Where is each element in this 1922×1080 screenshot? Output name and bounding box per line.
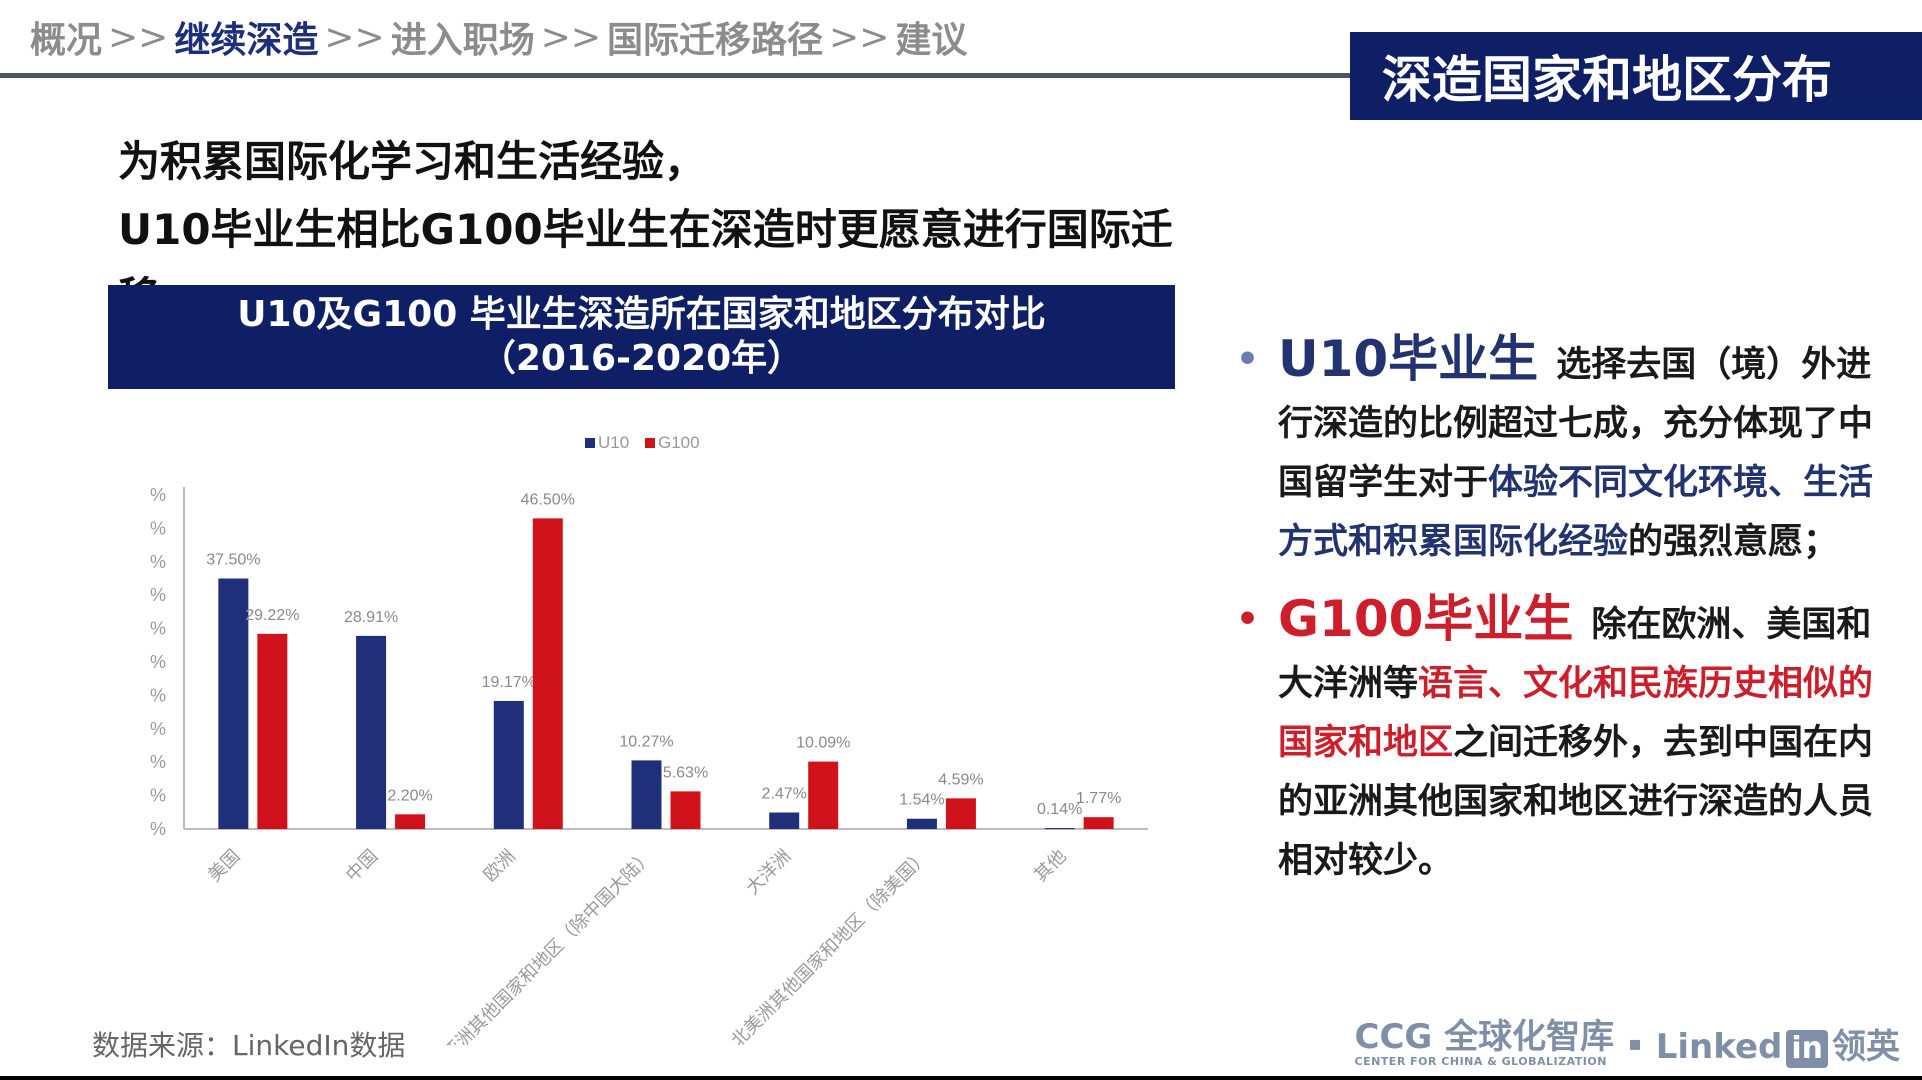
- bar-g100-2: [532, 518, 563, 829]
- bar-g100-4: [808, 761, 839, 829]
- breadcrumb: 概况 >> 继续深造 >> 进入职场 >> 国际迁移路径 >> 建议: [30, 12, 967, 62]
- breadcrumb-separator: >>: [108, 16, 169, 58]
- data-label-g100-0: 29.22%: [245, 607, 299, 624]
- y-tick-label: 0%: [150, 819, 166, 839]
- linkedin-in-icon: in: [1786, 1029, 1828, 1068]
- data-label-g100-4: 10.09%: [796, 735, 850, 752]
- linkedin-logo: Linked in 领英: [1656, 1019, 1900, 1068]
- chart-title: U10及G100 毕业生深造所在国家和地区分布对比: [237, 294, 1046, 335]
- legend-swatch-g100: [645, 438, 655, 448]
- data-label-g100-5: 4.59%: [938, 771, 983, 788]
- legend-swatch-u10: [585, 438, 595, 448]
- headline-line-1: 为积累国际化学习和生活经验，: [118, 137, 707, 186]
- ccg-logo-sub: CENTER FOR CHINA & GLOBALIZATION: [1354, 1054, 1607, 1068]
- bar-u10-1: [356, 635, 387, 829]
- section-title: 深造国家和地区分布: [1350, 32, 1922, 120]
- g100-text-1: 除在欧洲、美国和大洋洲等: [1278, 605, 1872, 704]
- bullet-u10: • U10毕业生 选择去国（境）外进行深造的比例超过七成，充分体现了中国留学生对于…: [1232, 330, 1892, 572]
- data-label-u10-4: 2.47%: [762, 786, 807, 803]
- header-divider: [0, 73, 1360, 78]
- g100-highlight: 语言、文化和民族历史相似的国家和地区: [1278, 664, 1874, 763]
- section-title-text: 深造国家和地区分布: [1382, 51, 1832, 109]
- x-tick-label-3: 亚洲其他国家和地区（除中国大陆）: [439, 846, 657, 1045]
- right-panel: • U10毕业生 选择去国（境）外进行深造的比例超过七成，充分体现了中国留学生对于…: [1232, 330, 1892, 891]
- y-tick-label: 25%: [150, 652, 166, 672]
- u10-text-2: 的强烈意愿；: [1628, 522, 1839, 562]
- logo-bar: CCG 全球化智库 CENTER FOR CHINA & GLOBALIZATI…: [1355, 1018, 1900, 1068]
- bar-u10-5: [906, 818, 937, 829]
- data-label-g100-3: 5.63%: [663, 764, 708, 781]
- bar-g100-3: [670, 791, 701, 829]
- g100-lead: G100毕业生: [1278, 590, 1574, 648]
- y-tick-label: 20%: [150, 685, 166, 705]
- x-tick-label-2: 欧洲: [480, 846, 520, 886]
- data-label-u10-3: 10.27%: [619, 733, 673, 750]
- y-tick-label: 40%: [150, 552, 166, 572]
- bar-g100-6: [1083, 817, 1114, 829]
- bullet-dot-icon: •: [1236, 599, 1260, 640]
- x-tick-label-1: 中国: [342, 846, 382, 886]
- bar-g100-1: [395, 814, 426, 829]
- bullet-g100: • G100毕业生 除在欧洲、美国和大洋洲等语言、文化和民族历史相似的国家和地区之…: [1232, 590, 1892, 891]
- bar-g100-5: [945, 798, 976, 829]
- bar-u10-4: [769, 812, 800, 829]
- breadcrumb-item-3[interactable]: 国际迁移路径: [607, 20, 824, 61]
- data-label-u10-5: 1.54%: [899, 792, 944, 809]
- bar-u10-6: [1044, 828, 1075, 830]
- bar-chart: U10 G100 0% 5% 10% 15% 20% 25% 30% 35% 40% 45% 50% 37…: [150, 433, 1148, 1045]
- data-label-u10-1: 28.91%: [344, 609, 398, 626]
- u10-text-1: 选择去国（境）外进行深造的比例超过七成，充分体现了中国留学生对于: [1278, 345, 1874, 503]
- chart-subtitle: （2016-2020年）: [479, 338, 804, 379]
- bar-u10-2: [493, 700, 524, 829]
- y-tick-label: 15%: [150, 719, 166, 739]
- data-label-g100-6: 1.77%: [1076, 790, 1121, 807]
- u10-lead: U10毕业生: [1278, 330, 1539, 388]
- breadcrumb-separator: >>: [829, 16, 890, 58]
- data-label-u10-6: 0.14%: [1037, 801, 1082, 818]
- x-tick-label-4: 大洋洲: [742, 846, 795, 899]
- y-tick-label: 45%: [150, 518, 166, 538]
- g100-text-2: 之间迁移外，去到中国在内的亚洲其他国家和地区进行深造的人员相对较少。: [1278, 723, 1874, 881]
- linkedin-logo-cn: 领英: [1832, 1026, 1900, 1067]
- y-tick-label: 10%: [150, 752, 166, 772]
- y-tick-label: 30%: [150, 619, 166, 639]
- ccg-logo: CCG 全球化智库 CENTER FOR CHINA & GLOBALIZATI…: [1355, 1020, 1615, 1067]
- x-tick-label-0: 美国: [204, 846, 244, 886]
- data-label-u10-2: 19.17%: [482, 674, 536, 691]
- breadcrumb-item-2[interactable]: 进入职场: [390, 20, 535, 61]
- ccg-logo-main: CCG 全球化智库: [1354, 1016, 1615, 1057]
- data-label-g100-2: 46.50%: [521, 491, 575, 508]
- y-tick-label: 35%: [150, 585, 166, 605]
- bullet-dot-icon: •: [1236, 339, 1260, 380]
- logo-separator: ▪: [1628, 1031, 1642, 1055]
- bottom-bar: [0, 1076, 1922, 1080]
- headline: 为积累国际化学习和生活经验， U10毕业生相比G100毕业生在深造时更愿意进行国…: [118, 128, 1238, 332]
- bar-u10-0: [218, 578, 249, 829]
- x-tick-label-6: 其他: [1030, 846, 1070, 886]
- breadcrumb-separator: >>: [324, 16, 385, 58]
- y-tick-label: 5%: [150, 786, 166, 806]
- linkedin-logo-text: Linked: [1655, 1026, 1783, 1067]
- bar-u10-3: [631, 760, 662, 829]
- legend-label-u10: U10: [598, 433, 629, 452]
- headline-line-2: U10毕业生相比G100毕业生在深造时更愿意进行国际迁移。: [118, 205, 1173, 322]
- data-label-u10-0: 37.50%: [206, 552, 260, 569]
- legend-label-g100: G100: [658, 433, 700, 452]
- bar-g100-0: [257, 633, 288, 829]
- data-label-g100-1: 2.20%: [387, 787, 432, 804]
- chart-title-banner: U10及G100 毕业生深造所在国家和地区分布对比 （2016-2020年）: [108, 285, 1175, 389]
- breadcrumb-separator: >>: [540, 16, 602, 58]
- y-tick-label: 50%: [150, 485, 166, 505]
- data-source-note: 数据来源：LinkedIn数据: [92, 1029, 406, 1062]
- breadcrumb-item-1[interactable]: 继续深造: [174, 20, 319, 61]
- breadcrumb-item-0[interactable]: 概况: [30, 20, 103, 61]
- u10-highlight: 体验不同文化环境、生活方式和积累国际化经验: [1278, 463, 1874, 562]
- breadcrumb-item-4[interactable]: 建议: [895, 20, 968, 61]
